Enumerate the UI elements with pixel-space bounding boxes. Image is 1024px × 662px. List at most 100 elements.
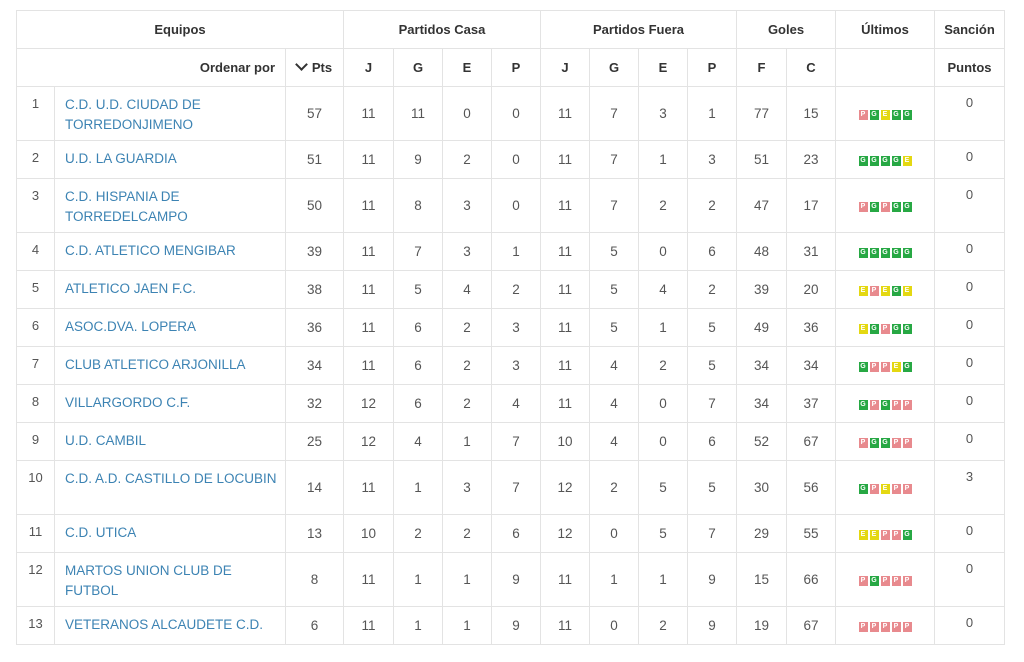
stat-aj-cell: 12 (540, 460, 590, 515)
stat-hj-cell: 10 (343, 514, 394, 553)
stat-hj-cell: 11 (343, 308, 394, 347)
team-link[interactable]: C.D. A.D. CASTILLO DE LOCUBIN (65, 471, 277, 486)
result-badge: P (902, 621, 912, 632)
result-badge: P (891, 575, 901, 586)
result-badge: P (880, 575, 890, 586)
stat-aj-cell: 12 (540, 514, 590, 553)
header-fuera-j: J (540, 48, 590, 87)
team-link[interactable]: C.D. UTICA (65, 525, 137, 540)
stat-ag-cell: 7 (589, 140, 639, 179)
table-row: 7 CLUB ATLETICO ARJONILLA 34 11 6 2 3 11 4 2 5 34 34… (16, 346, 1005, 385)
result-badge: G (902, 323, 912, 334)
penalty-points-cell: 0 (934, 308, 1005, 347)
result-badge: G (880, 399, 890, 410)
stat-ae-cell: 5 (638, 460, 688, 515)
stat-pts-cell: 25 (285, 422, 344, 461)
team-cell: C.D. HISPANIA DE TORREDELCAMPO (54, 178, 286, 233)
header-goles-c: C (786, 48, 836, 87)
team-link[interactable]: C.D. U.D. CIUDAD DE TORREDONJIMENO (65, 97, 201, 132)
team-link[interactable]: VETERANOS ALCAUDETE C.D. (65, 617, 264, 632)
stat-aj-cell: 11 (540, 308, 590, 347)
team-link[interactable]: U.D. LA GUARDIA (65, 151, 177, 166)
header-equipos: Equipos (16, 10, 344, 49)
table-row: 11 C.D. UTICA 13 10 2 2 6 12 0 5 7 29 55 E E P P G 0 (16, 514, 1005, 553)
result-badge: G (891, 155, 901, 166)
stat-ag-cell: 4 (589, 346, 639, 385)
team-link[interactable]: U.D. CAMBIL (65, 433, 147, 448)
sort-pts-button[interactable]: Pts (285, 48, 344, 87)
result-badge: G (891, 109, 901, 120)
stat-aj-cell: 11 (540, 232, 590, 271)
result-badge: E (902, 155, 912, 166)
table-row: 6 ASOC.DVA. LOPERA 36 11 6 2 3 11 5 1 5 49 36 E G P G G 0 (16, 308, 1005, 347)
result-badge: G (902, 201, 912, 212)
result-badge: G (880, 437, 890, 448)
team-link[interactable]: CLUB ATLETICO ARJONILLA (65, 357, 246, 372)
stat-hp-cell: 1 (491, 232, 541, 271)
team-link[interactable]: MARTOS UNION CLUB DE FUTBOL (65, 563, 232, 598)
result-badge: P (891, 529, 901, 540)
position-cell: 5 (16, 270, 55, 309)
stat-c-cell: 67 (786, 422, 836, 461)
stat-hg-cell: 1 (393, 460, 443, 515)
stat-hg-cell: 11 (393, 86, 443, 141)
penalty-points-cell: 0 (934, 140, 1005, 179)
team-link[interactable]: ATLETICO JAEN F.C. (65, 281, 197, 296)
table-row: 12 MARTOS UNION CLUB DE FUTBOL 8 11 1 1 9 11 1 1 9… (16, 552, 1005, 607)
stat-pts-cell: 39 (285, 232, 344, 271)
position-cell: 9 (16, 422, 55, 461)
result-badge: P (858, 437, 868, 448)
team-cell: C.D. UTICA (54, 514, 286, 553)
penalty-points-cell: 0 (934, 422, 1005, 461)
result-badge: G (858, 155, 868, 166)
team-link[interactable]: C.D. ATLETICO MENGIBAR (65, 243, 236, 258)
result-badge: E (902, 285, 912, 296)
stat-ag-cell: 5 (589, 270, 639, 309)
result-badge: P (891, 437, 901, 448)
stat-f-cell: 34 (736, 346, 787, 385)
position-cell: 11 (16, 514, 55, 553)
stat-ap-cell: 6 (687, 422, 737, 461)
team-link[interactable]: C.D. HISPANIA DE TORREDELCAMPO (65, 189, 188, 224)
team-link[interactable]: ASOC.DVA. LOPERA (65, 319, 197, 334)
header-ultimos-empty (835, 48, 935, 87)
result-badge: P (891, 483, 901, 494)
stat-pts-cell: 32 (285, 384, 344, 423)
stat-f-cell: 15 (736, 552, 787, 607)
result-badge: G (902, 361, 912, 372)
result-badge: P (869, 361, 879, 372)
stat-c-cell: 17 (786, 178, 836, 233)
result-badge: P (902, 483, 912, 494)
result-badge: P (858, 575, 868, 586)
stat-aj-cell: 11 (540, 346, 590, 385)
header-casa-p: P (491, 48, 541, 87)
stat-f-cell: 29 (736, 514, 787, 553)
stat-hj-cell: 11 (343, 346, 394, 385)
stat-he-cell: 4 (442, 270, 492, 309)
stat-c-cell: 34 (786, 346, 836, 385)
position-cell: 10 (16, 460, 55, 515)
stat-hj-cell: 11 (343, 606, 394, 645)
stat-pts-cell: 50 (285, 178, 344, 233)
penalty-points-cell: 0 (934, 552, 1005, 607)
stat-ap-cell: 6 (687, 232, 737, 271)
result-badge: P (869, 483, 879, 494)
result-badge: E (858, 285, 868, 296)
stat-f-cell: 52 (736, 422, 787, 461)
header-goles: Goles (736, 10, 836, 49)
team-link[interactable]: VILLARGORDO C.F. (65, 395, 191, 410)
team-cell: VILLARGORDO C.F. (54, 384, 286, 423)
stat-aj-cell: 11 (540, 86, 590, 141)
stat-hj-cell: 11 (343, 552, 394, 607)
stat-hp-cell: 3 (491, 346, 541, 385)
stat-ae-cell: 1 (638, 140, 688, 179)
stat-c-cell: 20 (786, 270, 836, 309)
stat-hg-cell: 7 (393, 232, 443, 271)
result-badge: P (880, 323, 890, 334)
stat-ag-cell: 4 (589, 384, 639, 423)
stat-ag-cell: 7 (589, 178, 639, 233)
